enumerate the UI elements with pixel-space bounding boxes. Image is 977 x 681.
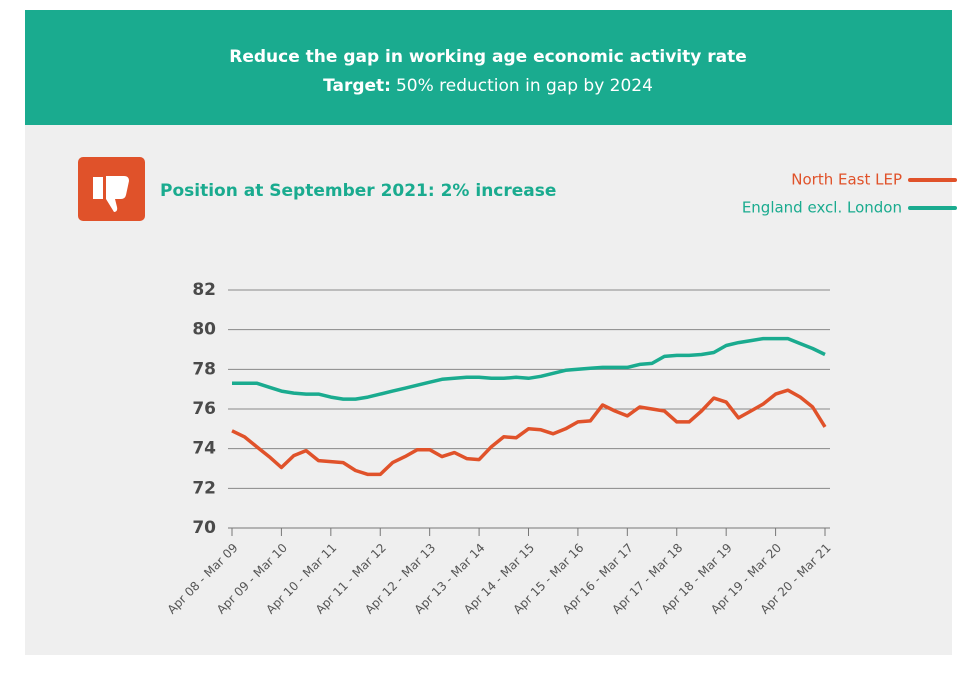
y-tick-label: 74 bbox=[192, 439, 216, 459]
legend-label: North East LEP bbox=[791, 171, 902, 189]
series-line bbox=[232, 336, 826, 401]
y-tick-label: 72 bbox=[192, 478, 216, 498]
thumbs-down bbox=[93, 176, 129, 212]
target-label: Target: bbox=[323, 76, 391, 96]
status-text: Position at September 2021: 2% increase bbox=[160, 181, 556, 201]
y-tick-label: 80 bbox=[192, 320, 216, 340]
legend-label: England excl. London bbox=[742, 199, 902, 217]
y-tick-label: 70 bbox=[192, 518, 216, 538]
banner bbox=[25, 10, 952, 125]
y-tick-label: 76 bbox=[192, 399, 216, 419]
y-tick-label: 78 bbox=[192, 359, 216, 379]
panel bbox=[25, 125, 952, 655]
series-line bbox=[231, 388, 827, 477]
y-tick-label: 82 bbox=[192, 280, 216, 300]
target: Target: 50% reduction in gap by 2024 bbox=[323, 76, 653, 96]
target-text: 50% reduction in gap by 2024 bbox=[396, 76, 653, 96]
title: Reduce the gap in working age economic a… bbox=[229, 47, 747, 67]
